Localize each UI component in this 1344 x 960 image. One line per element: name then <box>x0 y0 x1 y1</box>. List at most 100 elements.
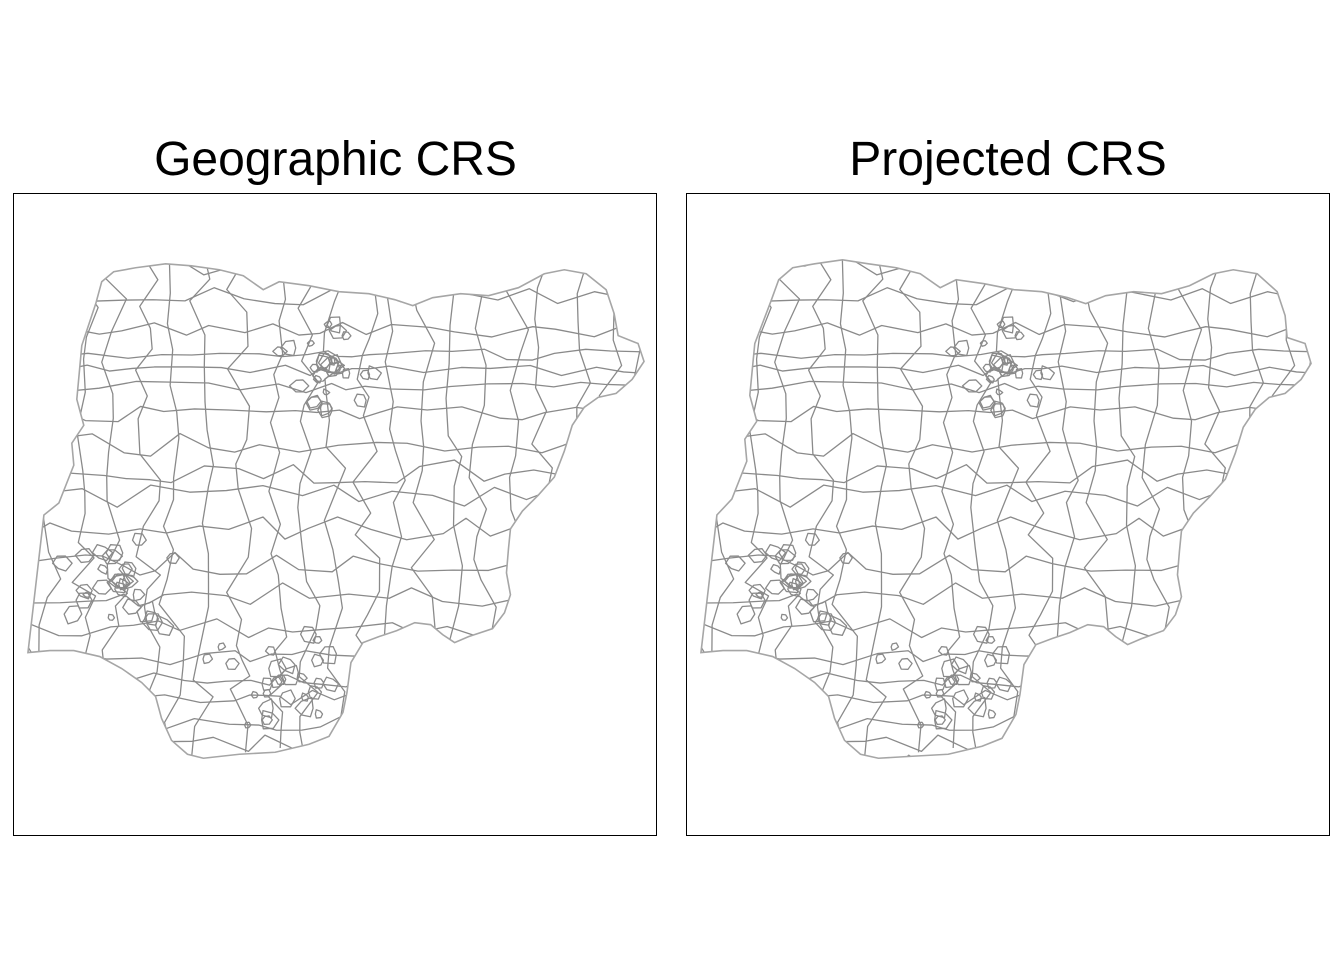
boundary-line <box>468 263 497 739</box>
boundary-line <box>627 263 645 755</box>
boundary-line <box>700 432 1301 457</box>
boundary-ring <box>307 685 323 700</box>
boundary-ring <box>947 674 960 686</box>
boundary-ring <box>795 574 812 590</box>
boundary-line <box>530 263 556 735</box>
boundary-ring <box>787 581 802 598</box>
boundary-line <box>410 263 437 759</box>
boundary-line <box>101 263 128 755</box>
boundary-line <box>700 285 1305 306</box>
boundary-ring <box>809 600 829 623</box>
boundary-ring <box>313 677 325 689</box>
boundary-ring <box>367 365 383 381</box>
boundary-line <box>700 731 1298 753</box>
boundary-ring <box>319 400 333 417</box>
boundary-ring <box>75 592 93 609</box>
boundary-line <box>27 364 645 377</box>
boundary-line <box>700 459 1304 484</box>
boundary-line <box>27 380 645 394</box>
boundary-line <box>27 731 625 753</box>
boundary-ring <box>328 324 348 339</box>
boundary-line <box>994 259 1020 753</box>
boundary-ring <box>107 613 116 621</box>
boundary-ring <box>780 613 789 621</box>
boundary-ring <box>784 573 807 589</box>
boundary-ring <box>306 340 315 347</box>
boundary-line <box>1056 259 1080 754</box>
boundary-ring <box>97 563 109 575</box>
boundary-ring <box>166 552 180 565</box>
panel-title-projected: Projected CRS <box>849 133 1167 186</box>
boundary-ring <box>890 642 900 651</box>
boundary-line <box>383 263 407 754</box>
boundary-ring <box>923 690 932 699</box>
boundary-line <box>862 259 888 759</box>
boundary-line <box>700 259 711 759</box>
lga-boundaries <box>27 263 645 759</box>
boundary-ring <box>985 635 996 644</box>
boundary-ring <box>288 379 310 393</box>
boundary-ring <box>322 388 331 396</box>
boundary-ring <box>300 692 309 702</box>
boundary-line <box>27 348 645 361</box>
boundary-line <box>27 618 633 639</box>
boundary-ring <box>816 610 832 626</box>
boundary-ring <box>322 676 340 693</box>
boundary-ring <box>262 689 272 698</box>
boundary-ring <box>261 677 273 691</box>
boundary-ring <box>312 374 322 384</box>
boundary-line <box>1177 259 1203 759</box>
boundary-ring <box>314 709 324 719</box>
boundary-ring <box>277 656 296 675</box>
boundary-ring <box>341 368 351 379</box>
boundary-ring <box>280 339 297 357</box>
boundary-ring <box>995 388 1004 396</box>
boundary-ring <box>917 721 925 729</box>
boundary-ring <box>317 352 340 374</box>
lga-boundaries <box>700 259 1312 759</box>
panel-title-geographic: Geographic CRS <box>154 133 517 186</box>
boundary-ring <box>1040 365 1056 381</box>
boundary-line <box>134 263 162 759</box>
boundary-line <box>970 259 994 759</box>
boundary-ring <box>306 394 322 409</box>
boundary-ring <box>770 563 782 575</box>
boundary-ring <box>264 645 276 656</box>
boundary-ring <box>969 672 981 683</box>
boundary-line <box>352 263 381 738</box>
boundary-ring <box>217 642 227 651</box>
boundary-line <box>297 263 321 759</box>
boundary-line <box>1239 259 1265 750</box>
boundary-ring <box>764 579 785 595</box>
boundary-ring <box>1026 393 1040 408</box>
boundary-line <box>700 405 1312 423</box>
boundary-ring <box>961 379 983 393</box>
boundary-line <box>831 259 859 758</box>
boundary-line <box>1118 259 1138 759</box>
boundary-line <box>595 263 623 758</box>
boundary-ring <box>991 645 1011 665</box>
boundary-ring <box>309 363 319 373</box>
boundary-line <box>709 259 736 759</box>
boundary-ring <box>257 698 274 719</box>
boundary-ring <box>791 563 806 575</box>
boundary-ring <box>724 555 746 572</box>
boundary-ring <box>111 573 134 589</box>
boundary-ring <box>937 645 949 656</box>
boundary-ring <box>91 543 114 562</box>
boundary-line <box>700 484 1312 508</box>
boundary-line <box>1300 259 1312 755</box>
boundary-ring <box>778 544 797 562</box>
boundary-line <box>267 263 288 749</box>
boundary-ring <box>1014 331 1025 341</box>
boundary-ring <box>296 672 308 683</box>
boundary-ring <box>952 689 969 708</box>
boundary-line <box>27 484 643 508</box>
boundary-ring <box>299 625 317 644</box>
map-panel-geographic <box>13 193 657 836</box>
boundary-line <box>27 753 640 759</box>
boundary-ring <box>795 598 815 615</box>
boundary-ring <box>935 689 945 698</box>
boundary-ring <box>804 532 820 546</box>
boundary-line <box>27 263 38 759</box>
